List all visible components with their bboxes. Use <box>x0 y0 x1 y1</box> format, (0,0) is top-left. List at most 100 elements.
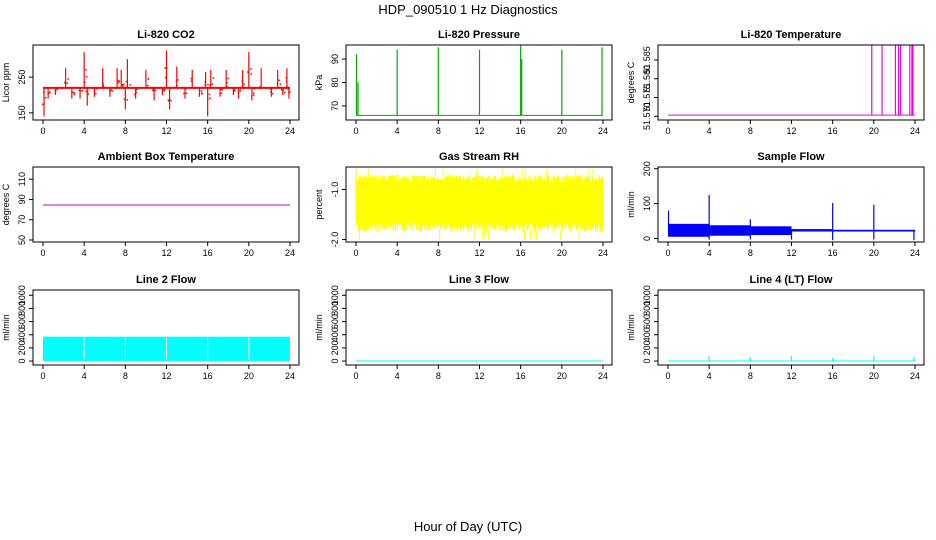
panel-title: Line 4 (LT) Flow <box>750 274 833 286</box>
series-point <box>81 89 83 92</box>
series-point <box>276 82 279 85</box>
y-tick-label: 0 <box>642 236 652 241</box>
y-tick-label: 0 <box>17 359 27 364</box>
series-point <box>164 76 167 79</box>
panel-title: Sample Flow <box>757 151 825 163</box>
y-tick-label: -2.0 <box>330 232 340 248</box>
y-tick-label: 400 <box>642 327 652 342</box>
series-point <box>190 80 193 82</box>
series-point <box>43 91 45 93</box>
series-point <box>165 67 168 70</box>
data-layer <box>668 355 915 362</box>
x-tick-label: 12 <box>161 126 171 136</box>
series-point <box>190 78 193 80</box>
series-point <box>93 89 96 92</box>
y-tick-label: 200 <box>642 161 652 176</box>
x-tick-label: 16 <box>203 126 213 136</box>
series-point <box>147 78 150 80</box>
x-tick-label: 16 <box>516 126 526 136</box>
series-point <box>287 88 290 90</box>
series-point <box>85 69 87 71</box>
series-point <box>87 93 90 95</box>
x-tick-label: 8 <box>436 126 441 136</box>
series-point <box>117 81 120 84</box>
figure-xlabel: Hour of Day (UTC) <box>414 519 522 534</box>
panel-title: Gas Stream RH <box>439 151 519 163</box>
x-tick-label: 0 <box>665 371 670 381</box>
x-tick-label: 20 <box>557 371 567 381</box>
y-axis-label: kPa <box>314 75 324 91</box>
x-tick-label: 12 <box>786 126 796 136</box>
series-point <box>239 90 242 92</box>
series-point <box>163 88 165 91</box>
series-segment <box>668 223 710 237</box>
series-point <box>126 99 129 101</box>
series-point <box>284 92 286 94</box>
series-point <box>280 88 283 91</box>
series-point <box>129 84 131 86</box>
panel-title: Li-820 CO2 <box>137 29 194 41</box>
series-point <box>102 85 105 88</box>
y-tick-label: 200 <box>642 340 652 355</box>
series-point <box>73 92 76 94</box>
series-point <box>278 79 280 82</box>
x-tick-label: 8 <box>748 126 753 136</box>
series-point <box>164 67 166 69</box>
series-point <box>211 83 214 85</box>
series-point <box>220 92 223 95</box>
series-point <box>117 79 119 82</box>
x-tick-label: 20 <box>869 248 879 258</box>
data-layer <box>43 204 290 206</box>
series-point <box>289 90 291 93</box>
series-point <box>154 89 157 92</box>
series-point <box>124 92 127 95</box>
series-point <box>109 90 111 93</box>
x-tick-label: 0 <box>353 126 358 136</box>
y-tick-label: 51.585 <box>642 46 652 74</box>
y-tick-label: 0 <box>642 359 652 364</box>
series-segment <box>791 229 833 232</box>
y-tick-label: 800 <box>330 301 340 316</box>
y-tick-label: -1.0 <box>330 182 340 198</box>
series-point <box>252 94 255 97</box>
x-tick-label: 4 <box>707 371 712 381</box>
x-tick-label: 0 <box>353 371 358 381</box>
data-layer <box>668 45 915 116</box>
series-point <box>136 88 138 91</box>
x-tick-label: 16 <box>203 248 213 258</box>
x-tick-label: 8 <box>123 126 128 136</box>
series-point <box>54 90 57 93</box>
y-axis-label: ml/min <box>626 314 636 341</box>
series-point <box>226 81 228 84</box>
y-tick-label: 51.570 <box>642 102 652 130</box>
x-tick-label: 20 <box>557 248 567 258</box>
series-point <box>73 93 76 96</box>
series-point <box>177 79 179 81</box>
panel-title: Line 2 Flow <box>136 274 196 286</box>
y-axis-label: Licor ppm <box>1 63 11 103</box>
series-point <box>208 93 211 96</box>
chart-panel: Line 3 Flow ml/min 0 4 8 12 16 20 24 0 20040060080… <box>314 274 613 381</box>
x-tick-label: 0 <box>665 126 670 136</box>
series-point <box>152 89 154 92</box>
plot-frame <box>657 44 925 121</box>
y-tick-label: 51.580 <box>642 65 652 93</box>
series-point <box>167 99 170 101</box>
series-point <box>95 92 97 95</box>
series-point <box>125 86 128 89</box>
y-tick-label: 1000 <box>17 285 27 305</box>
series-point <box>241 85 244 87</box>
x-tick-label: 0 <box>353 248 358 258</box>
plot-frame <box>657 289 925 366</box>
y-axis-label: ml/min <box>314 314 324 341</box>
data-layer <box>355 168 604 240</box>
y-tick-label: 200 <box>330 340 340 355</box>
y-axis-label: degrees C <box>626 61 636 103</box>
series-point <box>220 88 223 91</box>
series-point <box>163 89 165 92</box>
series-point <box>135 91 137 94</box>
series-point <box>134 93 136 96</box>
x-tick-label: 8 <box>748 248 753 258</box>
series-point <box>226 85 228 88</box>
